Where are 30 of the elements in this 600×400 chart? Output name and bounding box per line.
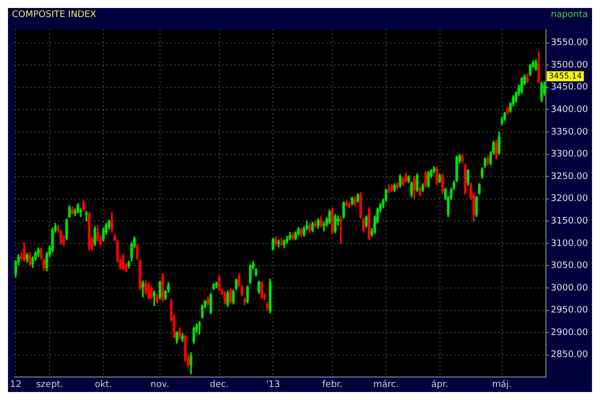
y-tick-label: 2850.00 [550, 350, 588, 360]
x-tick-label: máj. [492, 378, 512, 390]
y-tick-label: 3050.00 [550, 261, 588, 272]
chart-title: COMPOSITE INDEX [12, 9, 96, 22]
x-tick-label: 12 [10, 380, 22, 390]
y-tick-label: 3300.00 [550, 150, 588, 160]
candlestick [198, 321, 201, 335]
x-tick-label: márc. [373, 378, 399, 390]
x-tick-label: okt. [94, 380, 112, 390]
text: naponta [550, 9, 588, 22]
candlestick [142, 280, 144, 298]
y-tick-label: 3550.00 [550, 38, 588, 48]
y-tick-label: 3200.00 [550, 194, 588, 204]
y-tick-label: 3000.00 [550, 283, 588, 294]
x-tick-label: febr. [322, 380, 342, 390]
y-tick-label: 3500.00 [550, 60, 588, 70]
text: 3455.14 [548, 71, 582, 80]
y-tick-label: 3150.00 [550, 216, 588, 226]
y-tick-label: 3350.00 [550, 127, 588, 138]
x-tick-label: szept. [36, 380, 64, 390]
y-tick-label: 3400.00 [550, 105, 588, 116]
x-tick-label: ápr. [431, 378, 448, 390]
y-tick-label: 3100.00 [550, 238, 588, 249]
x-tick-label: nov. [150, 380, 170, 390]
x-tick-label: dec. [210, 380, 229, 390]
x-tick-label: '13 [266, 380, 280, 390]
y-tick-label: 2900.00 [550, 328, 588, 338]
y-tick-label: 3450.00 [550, 82, 588, 93]
y-tick-label: 2950.00 [550, 306, 588, 316]
y-tick-label: 3250.00 [550, 172, 588, 182]
